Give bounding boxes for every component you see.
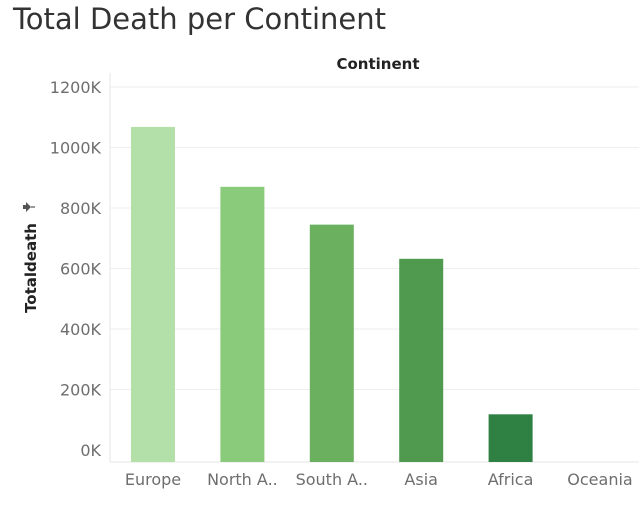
y-axis-ticks: 0K 200K 400K 600K 800K 1000K 1200K bbox=[50, 78, 102, 460]
x-tick-label: South A.. bbox=[296, 470, 368, 489]
bar-asia[interactable] bbox=[399, 258, 444, 462]
column-header: Continent bbox=[336, 55, 419, 73]
x-tick-label: Asia bbox=[404, 470, 438, 489]
bar-africa[interactable] bbox=[488, 414, 533, 462]
x-tick-label: Oceania bbox=[567, 470, 632, 489]
y-tick-label: 200K bbox=[60, 381, 102, 400]
x-tick-label: North A.. bbox=[207, 470, 278, 489]
y-tick-label: 600K bbox=[60, 260, 102, 279]
y-tick-label: 1000K bbox=[50, 139, 102, 158]
x-tick-label: Europe bbox=[125, 470, 181, 489]
y-tick-label: 0K bbox=[80, 441, 101, 460]
y-tick-label: 1200K bbox=[50, 78, 102, 97]
page-title: Total Death per Continent bbox=[13, 2, 387, 36]
bar-north-a[interactable] bbox=[220, 186, 265, 462]
bar-south-a[interactable] bbox=[309, 224, 354, 462]
gridlines bbox=[110, 86, 639, 390]
y-tick-label: 800K bbox=[60, 199, 102, 218]
pin-sort-icon[interactable] bbox=[23, 202, 35, 212]
y-tick-label: 400K bbox=[60, 320, 102, 339]
x-tick-label: Africa bbox=[488, 470, 534, 489]
bar-europe[interactable] bbox=[131, 126, 175, 463]
y-axis-title-group: Totaldeath bbox=[22, 223, 40, 313]
y-axis-title[interactable]: Totaldeath bbox=[22, 223, 40, 313]
x-axis-ticks: Europe North A.. South A.. Asia Africa Oceani… bbox=[125, 470, 633, 489]
bars bbox=[131, 126, 533, 463]
